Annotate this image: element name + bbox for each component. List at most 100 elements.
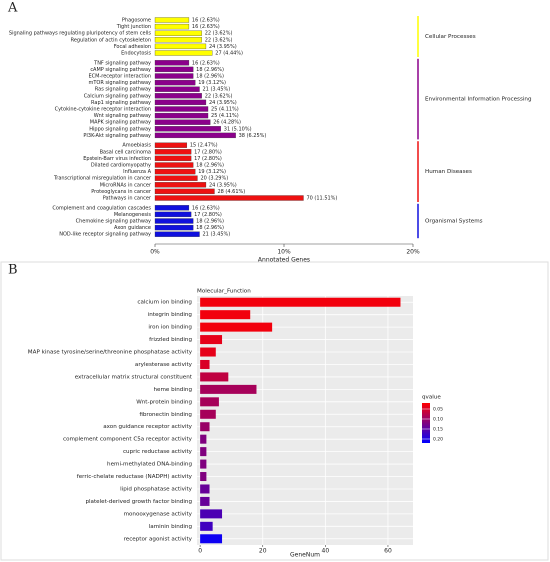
bar xyxy=(200,372,229,382)
group-label: Environmental Information Processing xyxy=(425,97,532,103)
value-label: 22 (3.62%) xyxy=(205,37,233,43)
category-label: arylesterase activity xyxy=(135,362,193,368)
category-label: mTOR signaling pathway xyxy=(88,80,151,86)
group-label: Cellular Processes xyxy=(425,34,476,40)
bar xyxy=(154,195,304,201)
category-label: Dilated cardiomyopathy xyxy=(91,163,151,169)
value-label: 16 (2.63%) xyxy=(192,205,220,211)
category-label: heme binding xyxy=(153,387,192,393)
bar xyxy=(200,509,223,519)
category-label: extracellular matrix structural constitu… xyxy=(75,374,193,380)
bar xyxy=(154,17,190,23)
category-label: Melanogenesis xyxy=(114,212,152,218)
category-label: Influenza A xyxy=(123,169,151,175)
bar xyxy=(200,534,223,544)
value-label: 18 (2.96%) xyxy=(196,74,224,80)
bar xyxy=(154,149,192,155)
bar xyxy=(154,168,196,175)
category-label: Wnt-protein binding xyxy=(136,399,192,405)
category-label: Chemokine signaling pathway xyxy=(76,219,151,225)
value-label: 28 (4.61%) xyxy=(217,189,245,195)
legend-title: qvalue xyxy=(422,395,441,401)
category-label: Endocytosis xyxy=(121,51,151,57)
bar xyxy=(154,175,198,181)
category-label: Phagosome xyxy=(122,18,151,24)
category-label: monooxygenase activity xyxy=(124,511,193,517)
category-label: Regulation of actin cytoskeleton xyxy=(71,37,151,43)
bar xyxy=(200,384,257,394)
category-label: ECM-receptor interaction xyxy=(89,74,152,80)
category-label: Epstein-Barr virus infection xyxy=(83,156,151,162)
x-tick-label: 10% xyxy=(277,249,291,256)
value-label: 24 (3.95%) xyxy=(209,44,237,50)
bar xyxy=(200,322,273,332)
colorbar xyxy=(422,403,430,443)
category-label: Complement and coagulation cascades xyxy=(52,205,151,211)
category-label: Signaling pathways regulating pluripoten… xyxy=(9,31,151,37)
bar xyxy=(154,224,194,231)
x-axis-title: Annotated Genes xyxy=(258,257,310,264)
bar xyxy=(154,231,200,237)
value-label: 31 (5.10%) xyxy=(224,126,252,132)
category-label: platelet-derived growth factor binding xyxy=(85,499,192,505)
bar xyxy=(154,93,202,99)
category-label: calcium ion binding xyxy=(137,300,192,306)
group-label: Human Diseases xyxy=(425,169,472,175)
colorbar-tick-label: 0.15 xyxy=(433,427,443,433)
bar xyxy=(200,335,223,345)
category-label: Ras signaling pathway xyxy=(95,87,151,93)
bar xyxy=(154,142,188,148)
x-tick-label: 20% xyxy=(406,249,420,256)
category-label: Hippo signaling pathway xyxy=(89,126,151,132)
value-label: 17 (2.80%) xyxy=(194,212,222,218)
bar xyxy=(200,359,210,369)
value-label: 18 (2.96%) xyxy=(196,163,224,169)
colorbar-tick-label: 0.05 xyxy=(433,407,443,413)
category-label: complement component C5a receptor activi… xyxy=(63,437,193,443)
category-label: cAMP signaling pathway xyxy=(90,67,151,73)
x-axis-title: GeneNum xyxy=(290,552,320,559)
value-label: 70 (11.51%) xyxy=(306,196,337,202)
bar xyxy=(200,347,216,357)
bar xyxy=(154,132,236,139)
bar xyxy=(154,188,215,195)
category-label: Proteoglycans in cancer xyxy=(91,189,152,195)
colorbar-tick-label: 0.10 xyxy=(433,417,443,423)
bar xyxy=(154,182,207,188)
category-label: Transcriptional misregulation in cancer xyxy=(53,176,152,182)
category-label: Axon guidance xyxy=(114,225,151,231)
category-label: integrin binding xyxy=(148,312,193,318)
category-label: MicroRNAs in cancer xyxy=(100,182,152,188)
value-label: 38 (6.25%) xyxy=(239,133,267,139)
category-label: Cytokine-cytokine receptor interaction xyxy=(55,107,151,113)
category-label: TNF signaling pathway xyxy=(93,60,151,66)
bar xyxy=(200,459,207,469)
x-tick-label: 0 xyxy=(198,548,202,555)
bar xyxy=(200,472,207,482)
value-label: 17 (2.80%) xyxy=(194,149,222,155)
bar xyxy=(154,126,221,132)
bar xyxy=(154,73,194,79)
bar xyxy=(154,30,202,36)
bar xyxy=(154,155,192,162)
bar xyxy=(154,211,192,218)
x-tick-label: 0% xyxy=(150,249,160,256)
bar xyxy=(200,521,213,531)
bar xyxy=(154,99,207,106)
bar xyxy=(154,86,200,92)
value-label: 19 (3.12%) xyxy=(198,80,226,86)
category-label: MAPK signaling pathway xyxy=(90,120,151,126)
category-label: iron ion binding xyxy=(148,325,192,331)
category-label: Pathways in cancer xyxy=(103,196,152,202)
x-tick-label: 40 xyxy=(322,548,330,555)
value-label: 27 (4.44%) xyxy=(215,51,243,57)
category-label: hemi-methylated DNA-binding xyxy=(107,462,192,468)
panel-label: A xyxy=(7,1,18,16)
bar xyxy=(154,106,209,112)
value-label: 22 (3.62%) xyxy=(205,93,233,99)
bar xyxy=(154,43,207,50)
value-label: 18 (2.96%) xyxy=(196,219,224,225)
chart-title: Molecular_Function xyxy=(197,289,251,295)
value-label: 18 (2.96%) xyxy=(196,225,224,231)
